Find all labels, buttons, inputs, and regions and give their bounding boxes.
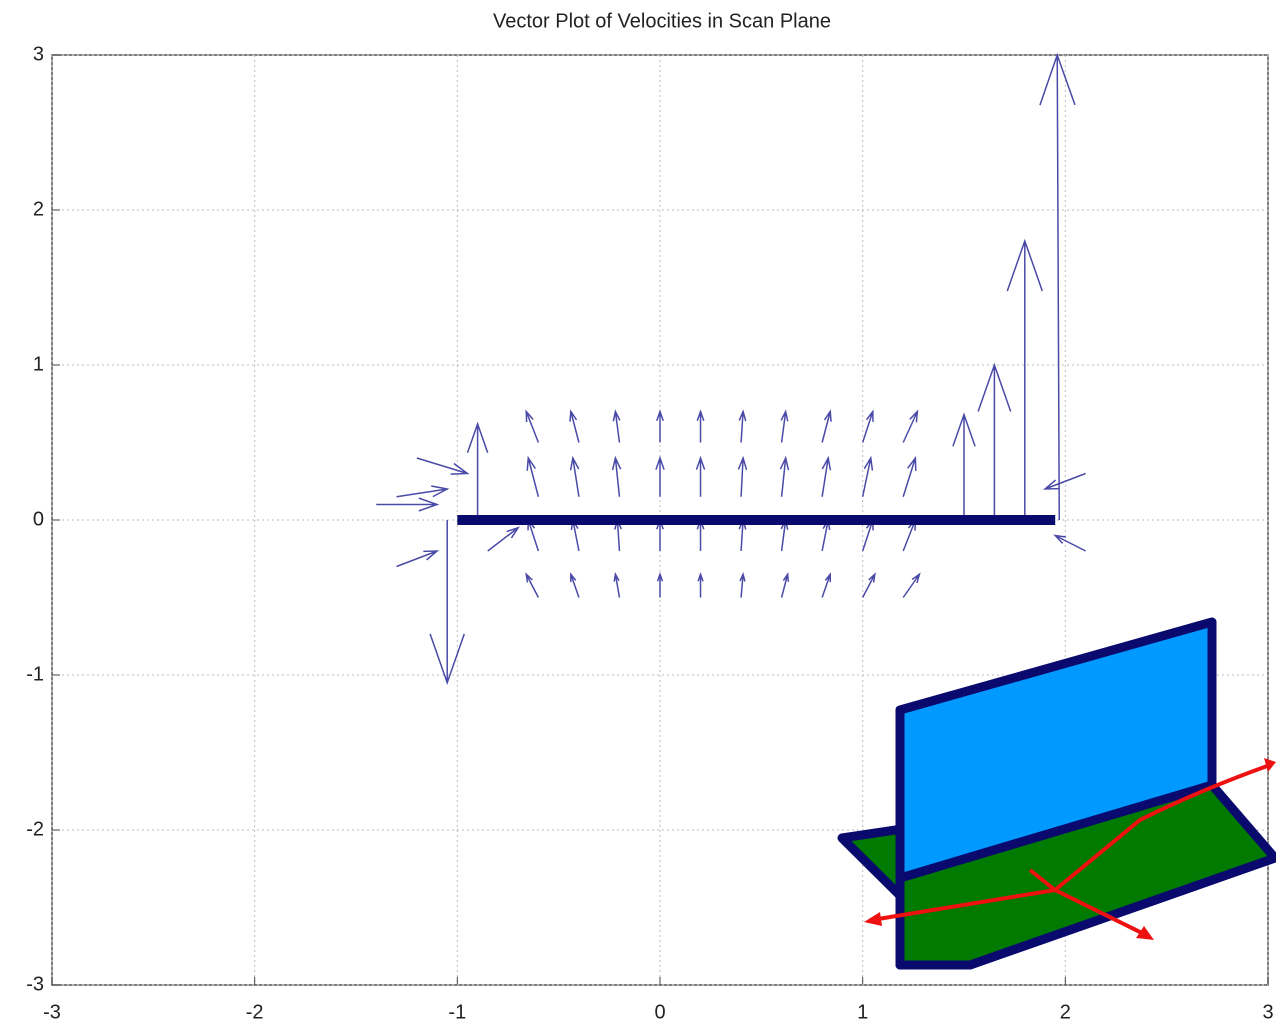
x-tick-label: 2: [1060, 1001, 1071, 1023]
y-tick-label: 3: [33, 43, 44, 65]
x-tick-label: -2: [246, 1001, 264, 1023]
y-tick-label: -1: [26, 663, 44, 685]
y-tick-label: 2: [33, 198, 44, 220]
chart: Vector Plot of Velocities in Scan Plane …: [0, 0, 1276, 1028]
y-tick-label: 0: [33, 508, 44, 530]
x-tick-label: -3: [43, 1001, 61, 1023]
x-tick-label: 1: [857, 1001, 868, 1023]
x-tick-label: 3: [1262, 1001, 1273, 1023]
y-tick-label: 1: [33, 353, 44, 375]
page: Vector Plot of Velocities in Scan Plane …: [0, 0, 1276, 1028]
y-tick-label: -2: [26, 818, 44, 840]
x-tick-label: 0: [654, 1001, 665, 1023]
y-tick-label: -3: [26, 973, 44, 995]
chart-title: Vector Plot of Velocities in Scan Plane: [493, 10, 831, 32]
x-tick-label: -1: [448, 1001, 466, 1023]
